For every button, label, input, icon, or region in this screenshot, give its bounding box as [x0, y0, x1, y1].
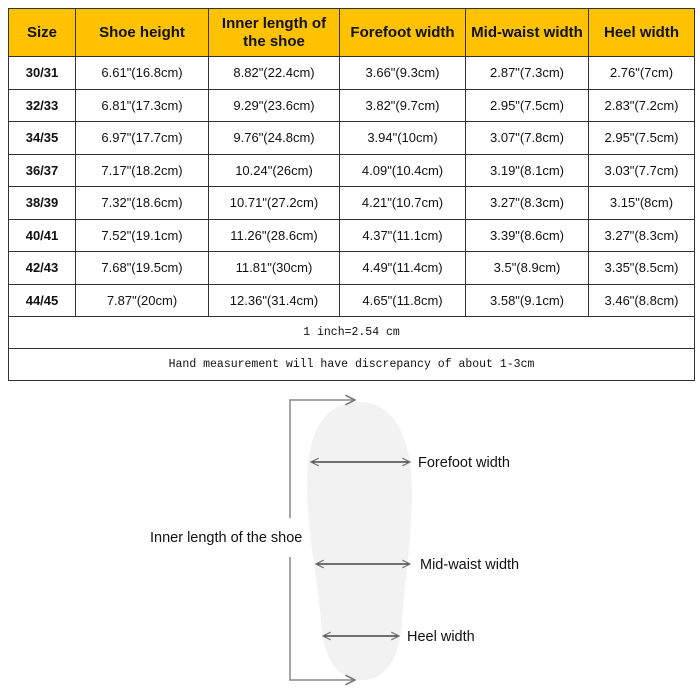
size-cell: 44/45 [8, 283, 76, 317]
measurement-cell: 7.32"(18.6cm) [75, 186, 209, 220]
measurement-cell: 3.15"(8cm) [588, 186, 695, 220]
heel-label: Heel width [407, 629, 475, 645]
measurement-cell: 4.65"(11.8cm) [339, 283, 466, 317]
forefoot-label: Forefoot width [418, 455, 510, 471]
size-chart-table: Size Shoe height Inner length of the shoe F… [8, 8, 695, 381]
measurement-cell: 10.24"(26cm) [208, 153, 340, 187]
measurement-cell: 10.71"(27.2cm) [208, 186, 340, 220]
size-cell: 30/31 [8, 56, 76, 90]
inner-length-label: Inner length of the shoe [150, 530, 303, 546]
measurement-cell: 8.82"(22.4cm) [208, 56, 340, 90]
measurement-cell: 12.36"(31.4cm) [208, 283, 340, 317]
size-cell: 40/41 [8, 218, 76, 252]
measurement-cell: 4.21"(10.7cm) [339, 186, 466, 220]
size-cell: 38/39 [8, 186, 76, 220]
measurement-cell: 2.95"(7.5cm) [465, 88, 589, 122]
measurement-cell: 7.68"(19.5cm) [75, 251, 209, 285]
table-row: 36/37 7.17"(18.2cm) 10.24"(26cm) 4.09"(10.4… [8, 153, 695, 187]
measurement-cell: 3.82"(9.7cm) [339, 88, 466, 122]
measurement-cell: 4.37"(11.1cm) [339, 218, 466, 252]
measurement-cell: 3.19"(8.1cm) [465, 153, 589, 187]
column-header: Heel width [588, 8, 695, 57]
column-header: Size [8, 8, 76, 57]
measurement-cell: 2.87"(7.3cm) [465, 56, 589, 90]
midwaist-label: Mid-waist width [420, 557, 520, 573]
measurement-cell: 7.17"(18.2cm) [75, 153, 209, 187]
table-row: 32/33 6.81"(17.3cm) 9.29"(23.6cm) 3.82"(9.7… [8, 88, 695, 122]
measurement-cell: 3.03"(7.7cm) [588, 153, 695, 187]
measurement-cell: 6.81"(17.3cm) [75, 88, 209, 122]
measurement-cell: 4.09"(10.4cm) [339, 153, 466, 187]
table-row: 44/45 7.87"(20cm) 12.36"(31.4cm) 4.65"(11.8… [8, 283, 695, 317]
insole-shape [306, 402, 412, 680]
measurement-cell: 11.81"(30cm) [208, 251, 340, 285]
column-header: Inner length of the shoe [208, 8, 340, 57]
inner-length-bracket [289, 400, 355, 680]
table-row: 42/43 7.68"(19.5cm) 11.81"(30cm) 4.49"(11.4… [8, 251, 695, 285]
measurement-cell: 2.95"(7.5cm) [588, 121, 695, 155]
measurement-cell: 3.27"(8.3cm) [588, 218, 695, 252]
table-row: 40/41 7.52"(19.1cm) 11.26"(28.6cm) 4.37"(11… [8, 218, 695, 252]
note-text: 1 inch=2.54 cm [8, 316, 695, 349]
size-cell: 34/35 [8, 121, 76, 155]
measurement-cell: 7.87"(20cm) [75, 283, 209, 317]
note-row: 1 inch=2.54 cm [8, 316, 695, 349]
column-header: Mid-waist width [465, 8, 589, 57]
table-row: 34/35 6.97"(17.7cm) 9.76"(24.8cm) 3.94"(10c… [8, 121, 695, 155]
note-text: Hand measurement will have discrepancy o… [8, 348, 695, 381]
measurement-cell: 6.61"(16.8cm) [75, 56, 209, 90]
measurement-cell: 3.94"(10cm) [339, 121, 466, 155]
header-row: Size Shoe height Inner length of the shoe F… [8, 8, 695, 57]
column-header: Forefoot width [339, 8, 466, 57]
measurement-cell: 3.35"(8.5cm) [588, 251, 695, 285]
note-row: Hand measurement will have discrepancy o… [8, 348, 695, 381]
measurement-cell: 11.26"(28.6cm) [208, 218, 340, 252]
measurement-cell: 4.49"(11.4cm) [339, 251, 466, 285]
measurement-cell: 3.46"(8.8cm) [588, 283, 695, 317]
size-cell: 32/33 [8, 88, 76, 122]
